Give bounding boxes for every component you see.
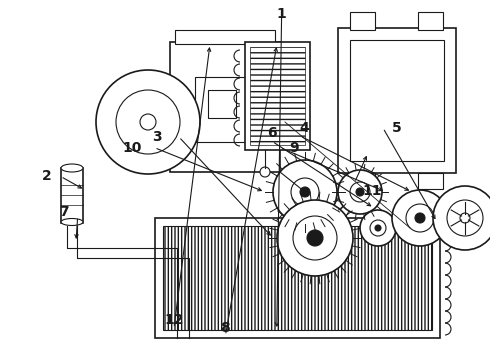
- Circle shape: [350, 182, 370, 202]
- Circle shape: [260, 167, 270, 177]
- Circle shape: [370, 220, 386, 236]
- Circle shape: [273, 160, 337, 224]
- Circle shape: [140, 114, 156, 130]
- Text: 1: 1: [277, 8, 287, 21]
- Text: 5: 5: [392, 121, 402, 135]
- Circle shape: [293, 216, 337, 260]
- Circle shape: [460, 213, 470, 223]
- Circle shape: [96, 70, 200, 174]
- Bar: [245, 42, 310, 150]
- Circle shape: [360, 210, 396, 246]
- Bar: [350, 40, 444, 161]
- Circle shape: [406, 204, 434, 232]
- Bar: [170, 42, 280, 172]
- Bar: [350, 173, 375, 189]
- Text: 11: 11: [363, 184, 382, 198]
- Ellipse shape: [61, 219, 83, 225]
- Circle shape: [277, 200, 353, 276]
- Text: 9: 9: [289, 141, 299, 154]
- Bar: [61, 168, 83, 223]
- Circle shape: [338, 170, 382, 214]
- Bar: [350, 12, 375, 30]
- Text: 8: 8: [220, 321, 230, 334]
- Text: 6: 6: [267, 126, 277, 140]
- Text: 3: 3: [152, 130, 162, 144]
- Text: 7: 7: [59, 206, 69, 219]
- Circle shape: [307, 230, 323, 246]
- Circle shape: [375, 225, 381, 231]
- Text: 10: 10: [122, 141, 142, 154]
- Circle shape: [300, 187, 310, 197]
- Text: 2: 2: [42, 170, 51, 183]
- Bar: [418, 173, 443, 189]
- Circle shape: [447, 200, 483, 236]
- Circle shape: [415, 213, 425, 223]
- Bar: [338, 28, 456, 173]
- Text: 4: 4: [299, 121, 309, 135]
- Bar: [155, 218, 440, 338]
- Circle shape: [433, 186, 490, 250]
- Bar: [175, 30, 275, 44]
- Circle shape: [392, 190, 448, 246]
- Circle shape: [356, 188, 364, 196]
- Bar: [163, 226, 432, 330]
- Circle shape: [116, 90, 180, 154]
- Ellipse shape: [61, 164, 83, 172]
- Circle shape: [291, 178, 319, 206]
- Bar: [250, 47, 305, 145]
- Bar: [208, 90, 236, 118]
- Bar: [195, 77, 250, 142]
- Text: 12: 12: [164, 314, 184, 327]
- Bar: [418, 12, 443, 30]
